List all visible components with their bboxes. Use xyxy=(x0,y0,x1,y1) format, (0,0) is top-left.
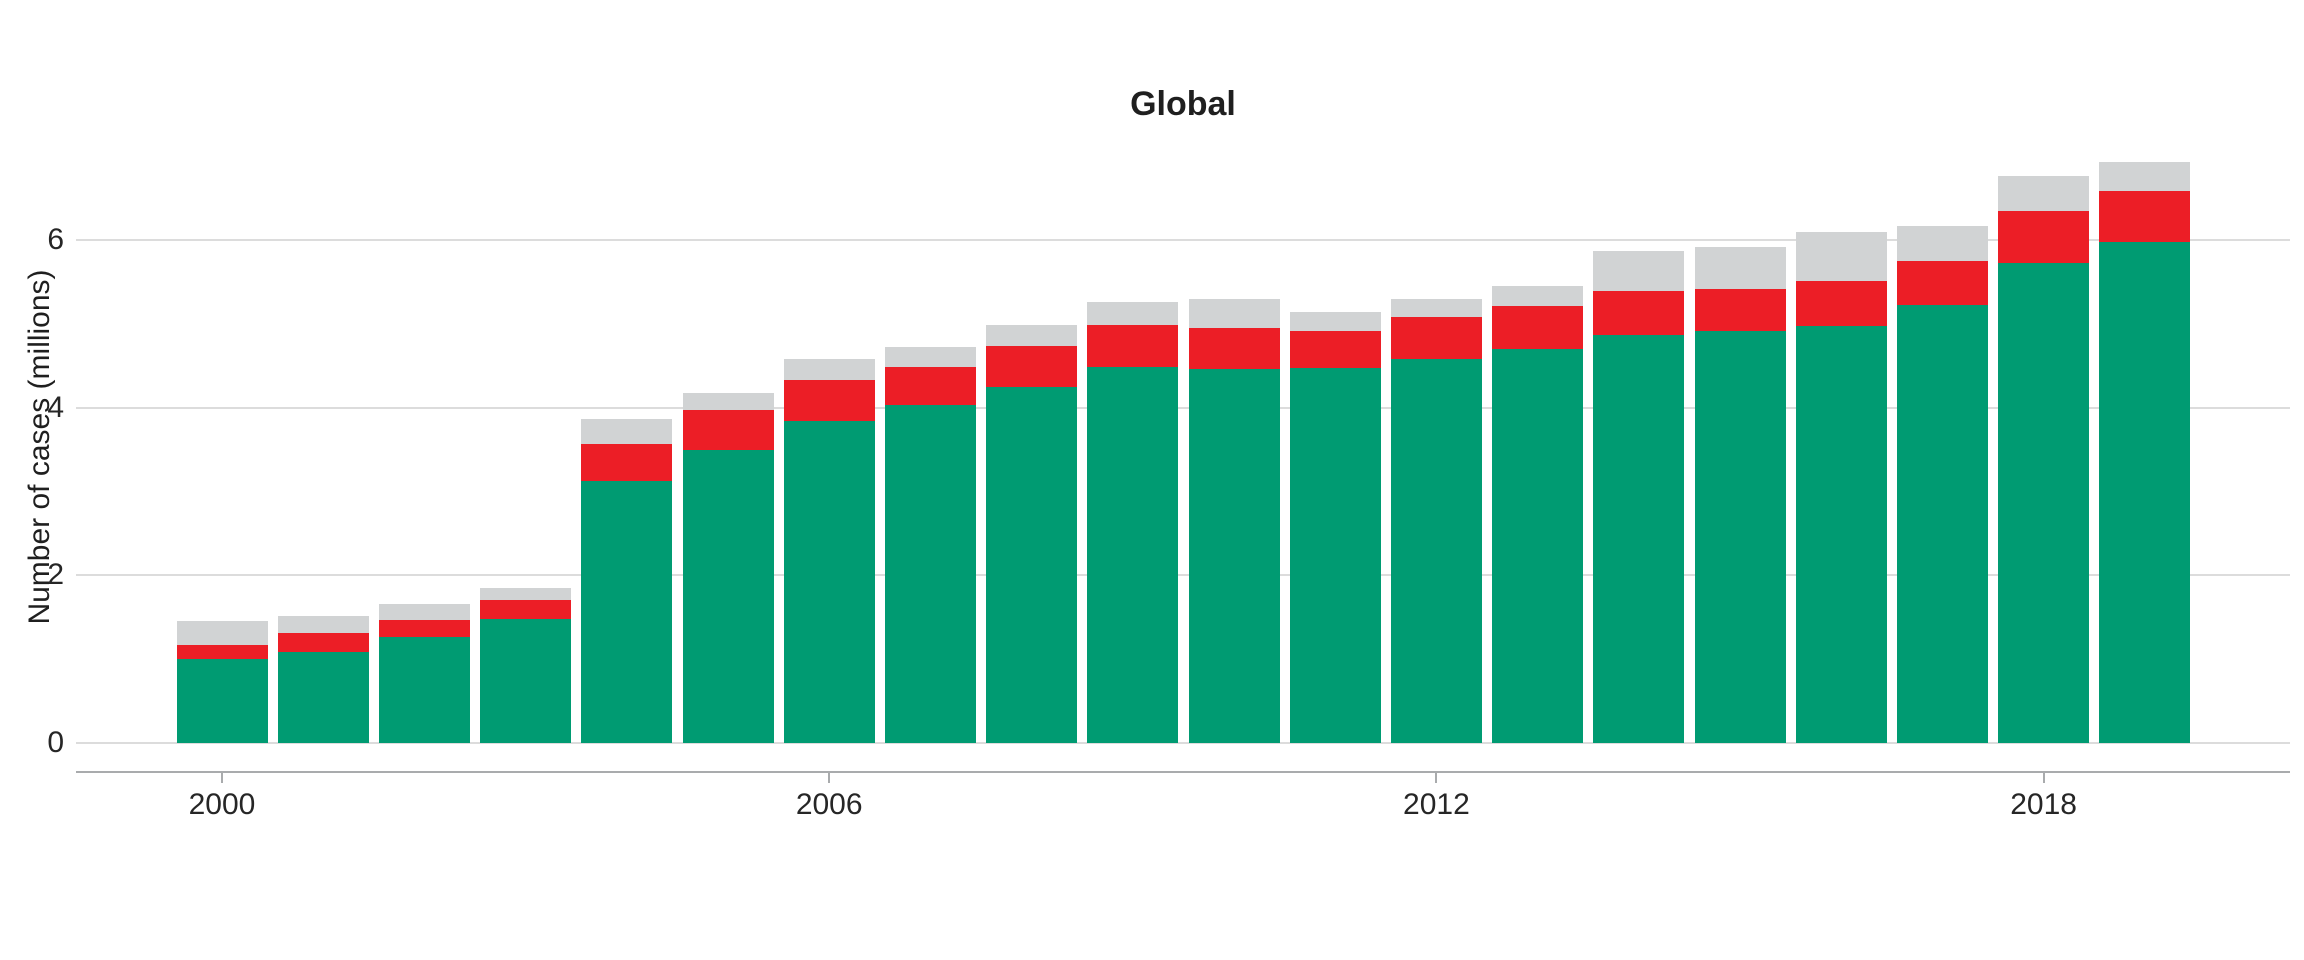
bar-2006-green-bottom-segment xyxy=(783,421,875,743)
gridline-y-6 xyxy=(76,238,2290,241)
bar-2017-green-bottom-segment xyxy=(1896,305,1988,743)
x-tick-label-2000: 2000 xyxy=(188,788,256,821)
bar-2019-gray-top-segment xyxy=(2099,161,2191,192)
x-tick-2012 xyxy=(1435,773,1438,783)
bar-2007-gray-top-segment xyxy=(884,347,976,367)
x-tick-label-2012: 2012 xyxy=(1403,788,1470,821)
y-tick-label-0: 0 xyxy=(47,726,64,759)
bar-2008-red-middle-segment xyxy=(986,345,1078,387)
bar-2013-red-middle-segment xyxy=(1492,306,1584,349)
bar-2012-gray-top-segment xyxy=(1390,299,1482,318)
bar-2004-red-middle-segment xyxy=(581,444,673,481)
bar-2001-red-middle-segment xyxy=(277,633,369,652)
x-axis-line xyxy=(76,771,2290,773)
chart-title: Global xyxy=(1130,85,1236,123)
bar-2018-green-bottom-segment xyxy=(1998,262,2090,743)
bar-2000-green-bottom-segment xyxy=(176,659,268,743)
bar-2013-green-bottom-segment xyxy=(1492,348,1584,743)
bar-2015-red-middle-segment xyxy=(1694,288,1786,332)
bar-2014-red-middle-segment xyxy=(1593,291,1685,335)
bar-2007-red-middle-segment xyxy=(884,366,976,406)
bar-2010-green-bottom-segment xyxy=(1188,369,1280,743)
bar-2002-red-middle-segment xyxy=(378,619,470,638)
bar-2014-gray-top-segment xyxy=(1593,250,1685,292)
bar-2004-gray-top-segment xyxy=(581,419,673,445)
bar-2001-gray-top-segment xyxy=(277,616,369,634)
bar-2010-gray-top-segment xyxy=(1188,299,1280,328)
bar-2000-red-middle-segment xyxy=(176,644,268,660)
bar-2001-green-bottom-segment xyxy=(277,651,369,743)
bar-2005-red-middle-segment xyxy=(682,410,774,450)
y-tick-label-2: 2 xyxy=(47,558,64,592)
bar-2016-green-bottom-segment xyxy=(1795,326,1887,743)
bar-2009-gray-top-segment xyxy=(1087,301,1179,325)
gridline-y-2 xyxy=(76,574,2290,577)
bar-2004-green-bottom-segment xyxy=(581,480,673,743)
bar-2019-green-bottom-segment xyxy=(2099,241,2191,743)
bar-2011-gray-top-segment xyxy=(1289,312,1381,332)
gridline-y-4 xyxy=(76,406,2290,409)
x-tick-2006 xyxy=(828,773,831,783)
bar-2005-gray-top-segment xyxy=(682,393,774,411)
bar-2008-gray-top-segment xyxy=(986,324,1078,346)
x-tick-label-2006: 2006 xyxy=(795,788,863,821)
bar-2018-gray-top-segment xyxy=(1998,176,2090,211)
bar-2000-gray-top-segment xyxy=(176,621,268,645)
bar-2009-green-bottom-segment xyxy=(1087,366,1179,743)
bar-2003-green-bottom-segment xyxy=(480,618,572,743)
bar-2017-gray-top-segment xyxy=(1896,226,1988,261)
bar-2016-red-middle-segment xyxy=(1795,280,1887,327)
x-tick-2000 xyxy=(221,773,223,783)
bar-2018-red-middle-segment xyxy=(1998,210,2090,263)
bar-2005-green-bottom-segment xyxy=(682,449,774,743)
bar-2008-green-bottom-segment xyxy=(986,386,1078,743)
bar-2006-red-middle-segment xyxy=(783,379,875,421)
bar-2003-gray-top-segment xyxy=(480,587,572,600)
y-tick-label-6: 6 xyxy=(47,222,64,256)
bar-2014-green-bottom-segment xyxy=(1593,334,1685,743)
bar-2003-red-middle-segment xyxy=(480,599,572,619)
bar-2010-red-middle-segment xyxy=(1188,327,1280,370)
bar-2012-red-middle-segment xyxy=(1390,317,1482,359)
x-tick-2018 xyxy=(2042,773,2045,783)
bar-2017-red-middle-segment xyxy=(1896,260,1988,306)
x-tick-label-2018: 2018 xyxy=(2010,788,2077,821)
y-tick-label-4: 4 xyxy=(47,390,64,424)
bar-2015-green-bottom-segment xyxy=(1694,331,1786,743)
bar-2002-gray-top-segment xyxy=(378,603,470,620)
bar-2011-green-bottom-segment xyxy=(1289,368,1381,743)
bar-2015-gray-top-segment xyxy=(1694,246,1786,289)
bar-2013-gray-top-segment xyxy=(1492,286,1584,307)
bar-2019-red-middle-segment xyxy=(2099,191,2191,242)
bar-2002-green-bottom-segment xyxy=(378,637,470,743)
bar-2009-red-middle-segment xyxy=(1087,324,1179,367)
bar-2011-red-middle-segment xyxy=(1289,331,1381,369)
bar-2012-green-bottom-segment xyxy=(1390,358,1482,743)
bar-2016-gray-top-segment xyxy=(1795,231,1887,281)
bar-2007-green-bottom-segment xyxy=(884,405,976,743)
gridline-y-0 xyxy=(76,742,2290,744)
bar-2006-gray-top-segment xyxy=(783,358,875,380)
